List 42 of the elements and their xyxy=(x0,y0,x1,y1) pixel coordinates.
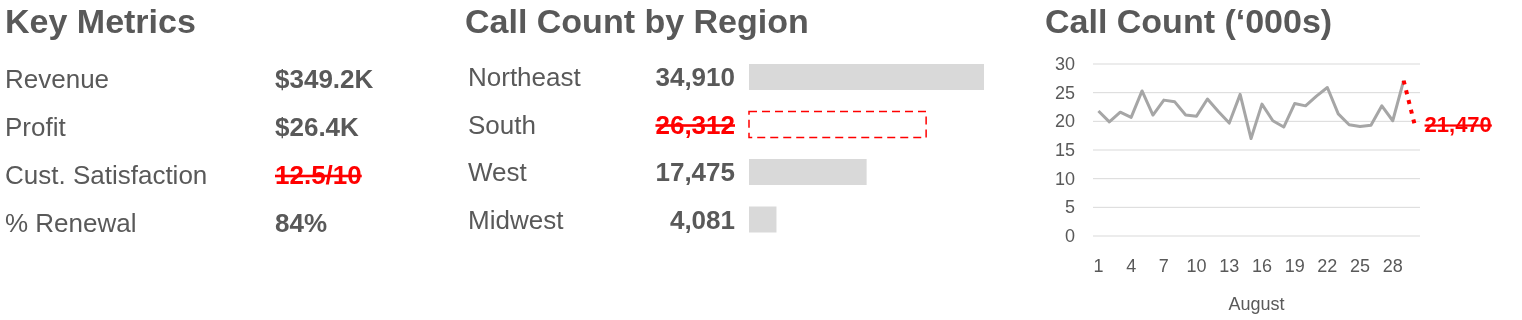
text: % Renewal xyxy=(5,208,137,238)
bar xyxy=(749,64,984,90)
chart-title: Call Count (‘000s) xyxy=(1045,2,1333,40)
text: 12.5/10 xyxy=(275,160,362,190)
y-tick-label: South xyxy=(468,109,536,140)
y-tick-label: 25 xyxy=(1054,82,1075,103)
chart-title: Call Count by Region xyxy=(465,2,809,40)
text: Key Metrics xyxy=(5,2,196,40)
data-label: 26,312 xyxy=(655,109,735,140)
y-tick-label: Northeast xyxy=(468,62,582,92)
x-tick-label: 28 xyxy=(1382,256,1403,276)
x-tick-label: 22 xyxy=(1317,256,1338,276)
x-tick-label: 7 xyxy=(1158,256,1169,276)
text: Revenue xyxy=(5,64,110,94)
y-tick-label: 15 xyxy=(1054,140,1075,160)
y-tick-label: Midwest xyxy=(468,204,565,235)
x-tick-label: 1 xyxy=(1093,256,1104,276)
y-tick-label: 30 xyxy=(1054,54,1075,74)
data-label: 4,081 xyxy=(669,204,735,235)
y-tick-label: 20 xyxy=(1054,111,1075,132)
y-tick-label: 0 xyxy=(1064,226,1075,246)
x-tick-label: 10 xyxy=(1186,256,1207,276)
text: 84% xyxy=(275,208,328,238)
text: $26.4K xyxy=(275,112,360,142)
x-tick-label: 19 xyxy=(1284,256,1305,276)
bar xyxy=(749,206,777,233)
bar xyxy=(749,159,867,185)
x-tick-label: 4 xyxy=(1126,256,1137,276)
annotation: 21,470 xyxy=(1424,112,1492,138)
x-axis-title: August xyxy=(1228,294,1285,314)
text: $349.2K xyxy=(275,64,374,94)
y-tick-label: West xyxy=(468,157,528,187)
line-series xyxy=(1096,79,1406,141)
x-tick-label: 25 xyxy=(1350,256,1371,276)
x-tick-label: 13 xyxy=(1219,256,1240,276)
y-tick-label: 10 xyxy=(1054,168,1075,189)
y-tick-label: 5 xyxy=(1064,197,1075,218)
data-label: 34,910 xyxy=(655,62,735,92)
text: Profit xyxy=(5,112,67,142)
data-label: 17,475 xyxy=(655,157,735,187)
x-tick-label: 16 xyxy=(1251,256,1272,276)
text: Cust. Satisfaction xyxy=(5,160,208,190)
